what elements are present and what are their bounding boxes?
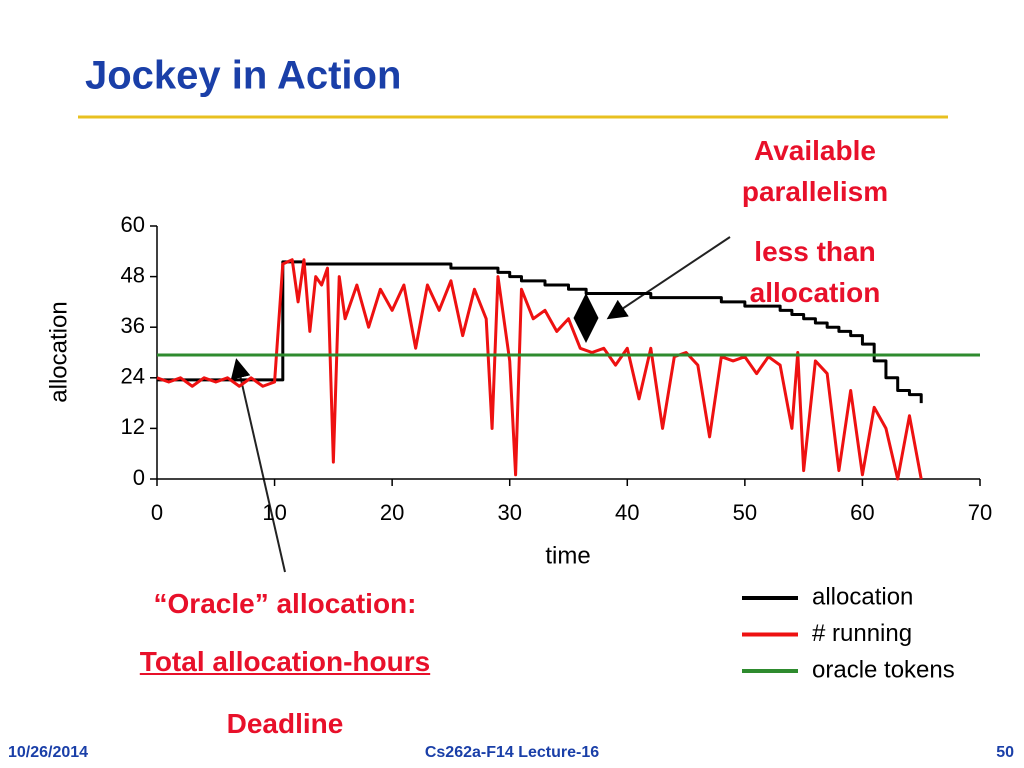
slide-title: Jockey in Action — [85, 54, 401, 98]
footer-page: 50 — [996, 744, 1014, 761]
annotation: “Oracle” allocation: — [153, 588, 417, 619]
x-tick-label: 30 — [497, 500, 521, 525]
x-axis-label: time — [545, 542, 590, 569]
legend-label: # running — [812, 620, 912, 647]
footer-course: Cs262a-F14 Lecture-16 — [424, 744, 600, 761]
y-tick-label: 48 — [121, 262, 145, 287]
y-tick-label: 24 — [121, 364, 145, 389]
x-tick-label: 0 — [151, 500, 163, 525]
y-tick-label: 12 — [121, 414, 145, 439]
annotation: less than allocation — [749, 236, 881, 308]
y-tick-label: 36 — [121, 313, 145, 338]
pointer-arrow — [230, 358, 286, 573]
series-line — [156, 258, 923, 481]
annotation: Available parallelism — [741, 135, 889, 207]
annotation: Total allocation-hours — [139, 646, 431, 677]
x-tick-label: 60 — [850, 500, 874, 525]
x-tick-label: 70 — [968, 500, 992, 525]
y-tick-label: 0 — [133, 465, 145, 490]
legend-label: oracle tokens — [812, 656, 955, 683]
x-tick-label: 20 — [380, 500, 404, 525]
pointer-arrow — [606, 236, 731, 320]
footer-date: 10/26/2014 — [8, 744, 89, 761]
x-tick-label: 40 — [615, 500, 639, 525]
annotation: Deadline — [226, 708, 344, 739]
y-tick-label: 60 — [121, 212, 145, 237]
x-tick-label: 10 — [262, 500, 286, 525]
x-tick-label: 50 — [733, 500, 757, 525]
y-axis-label: allocation — [45, 301, 72, 402]
legend-label: allocation — [812, 583, 913, 610]
